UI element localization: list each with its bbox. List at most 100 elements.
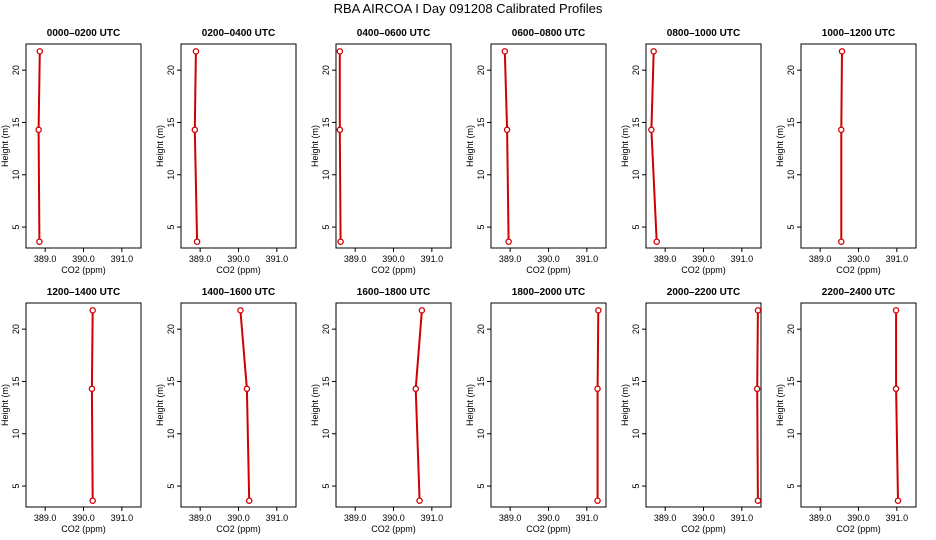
y-axis-label: Height (m) [775,384,785,426]
y-axis-label: Height (m) [310,125,320,167]
panel-2: 0200–0400 UTC 389.0 390.0 391.0 5 10 15 20 CO2 (… [155,28,297,275]
x-axis-label: CO2 (ppm) [216,524,261,534]
profile-point [892,307,900,314]
x-tick-label: 390.0 [382,513,405,523]
x-tick-label: 389.0 [499,513,522,523]
y-axis-label: Height (m) [310,384,320,426]
plot-frame [180,302,297,508]
x-tick-label: 390.0 [227,254,250,264]
x-tick-label: 390.0 [537,513,560,523]
y-axis-label: Height (m) [0,125,10,167]
y-tick-label: 5 [631,225,641,230]
plot-frame [335,43,452,249]
profile-point [192,48,200,55]
y-tick-label: 20 [11,324,21,334]
y-tick-label: 5 [11,225,21,230]
profile-point [237,307,244,314]
x-tick-label: 390.0 [692,254,715,264]
profile-point [88,385,96,393]
profile-point [193,238,201,245]
profile-point [838,126,845,134]
x-tick-label: 389.0 [809,254,832,264]
panel-3: 0400–0600 UTC 389.0 390.0 391.0 5 10 15 20 CO2 (… [310,28,452,275]
x-tick-label: 390.0 [847,254,870,264]
y-tick-label: 15 [166,117,176,127]
profile-point [754,307,762,314]
panel-title: 1200–1400 UTC [47,287,120,298]
panel-title: 2200–2400 UTC [822,287,895,298]
y-tick-label: 20 [166,65,176,75]
profile-point [838,238,845,245]
profile-point [838,48,846,55]
y-tick-label: 20 [166,324,176,334]
x-tick-label: 390.0 [847,513,870,523]
y-axis-label: Height (m) [0,384,10,426]
panel-title: 0600–0800 UTC [512,28,585,39]
plot-frame [645,43,762,249]
y-tick-label: 20 [476,324,486,334]
x-axis-label: CO2 (ppm) [371,524,416,534]
y-tick-label: 5 [786,484,796,489]
x-tick-label: 391.0 [886,254,909,264]
x-tick-label: 389.0 [344,254,367,264]
profile-line [840,51,843,242]
y-axis-label: Height (m) [155,384,165,426]
x-tick-label: 389.0 [654,254,677,264]
y-tick-label: 10 [631,170,641,180]
profile-point [191,126,199,134]
y-tick-label: 10 [166,170,176,180]
panel-grid: 0000–0200 UTC 389.0 390.0 391.0 5 10 15 20 CO2 (… [0,28,917,534]
panel-title: 0800–1000 UTC [667,28,740,39]
y-tick-label: 15 [786,117,796,127]
y-axis-label: Height (m) [465,125,475,167]
profile-point [648,126,655,134]
figure-title: RBA AIRCOA I Day 091208 Calibrated Profi… [334,1,603,16]
profile-line [756,310,759,501]
x-tick-label: 391.0 [111,513,134,523]
panel-title: 0000–0200 UTC [47,28,120,39]
x-axis-label: CO2 (ppm) [61,265,106,275]
y-tick-label: 15 [321,376,331,386]
x-axis-label: CO2 (ppm) [216,265,261,275]
y-tick-label: 20 [321,324,331,334]
x-tick-label: 389.0 [34,254,57,264]
profile-point [35,126,42,134]
profile-line [503,51,510,242]
profile-point [650,48,657,55]
panel-12: 2200–2400 UTC 389.0 390.0 391.0 5 10 15 20 CO2 (… [775,287,917,534]
x-axis-label: CO2 (ppm) [836,265,881,275]
y-tick-label: 10 [631,429,641,439]
panel-7: 1200–1400 UTC 389.0 390.0 391.0 5 10 15 20 CO2 (… [0,287,142,534]
y-tick-label: 5 [476,484,486,489]
profile-line [90,310,94,501]
x-tick-label: 390.0 [72,254,95,264]
y-axis-label: Height (m) [620,384,630,426]
x-tick-label: 390.0 [72,513,95,523]
profile-point [594,497,601,504]
y-tick-label: 10 [321,170,331,180]
panel-title: 1800–2000 UTC [512,287,585,298]
panel-9: 1600–1800 UTC 389.0 390.0 391.0 5 10 15 20 CO2 (… [310,287,452,534]
x-tick-label: 389.0 [189,254,212,264]
y-tick-label: 15 [321,117,331,127]
y-tick-label: 5 [11,484,21,489]
panel-1: 0000–0200 UTC 389.0 390.0 391.0 5 10 15 20 CO2 (… [0,28,142,275]
y-tick-label: 10 [476,429,486,439]
y-axis-label: Height (m) [465,384,475,426]
x-axis-label: CO2 (ppm) [61,524,106,534]
panel-title: 0200–0400 UTC [202,28,275,39]
y-tick-label: 15 [631,376,641,386]
profile-point [243,385,251,393]
plot-frame [645,302,762,508]
y-tick-label: 10 [786,170,796,180]
y-tick-label: 10 [166,429,176,439]
panel-4: 0600–0800 UTC 389.0 390.0 391.0 5 10 15 20 CO2 (… [465,28,607,275]
y-axis-label: Height (m) [775,125,785,167]
y-tick-label: 20 [631,324,641,334]
y-tick-label: 15 [11,376,21,386]
profile-point [505,238,512,245]
y-tick-label: 10 [321,429,331,439]
y-tick-label: 5 [321,484,331,489]
profile-line [193,51,199,242]
